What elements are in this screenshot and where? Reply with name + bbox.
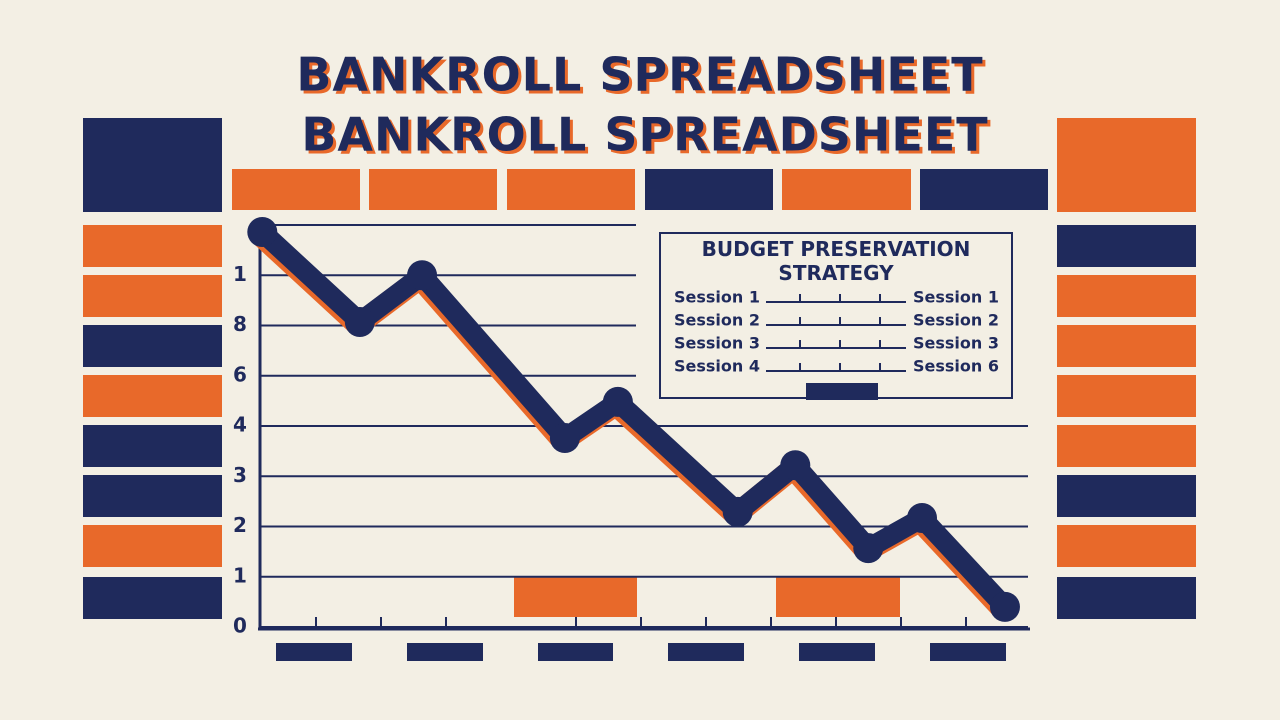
- legend-left: Session 3: [674, 334, 760, 353]
- plot: [247, 217, 1020, 622]
- legend-rows: Session 1 Session 1 Session 2 Session 2 Sess…: [674, 288, 999, 376]
- point: [407, 260, 438, 291]
- y-tick-label: 1: [233, 563, 247, 587]
- legend-right: Session 3: [913, 334, 999, 353]
- y-tick-label: 1: [233, 262, 247, 286]
- chart-subtitle: BANKROLL SPREADSHEET: [301, 108, 988, 162]
- point: [722, 496, 753, 527]
- legend-left: Session 4: [674, 357, 760, 376]
- y-tick-label: 2: [233, 513, 247, 537]
- y-tick-label: 4: [233, 413, 247, 437]
- y-tick-label: 3: [233, 463, 247, 487]
- legend-title-line: BUDGET PRESERVATION: [702, 237, 971, 261]
- legend-right: Session 2: [913, 311, 999, 330]
- legend-right: Session 6: [913, 357, 999, 376]
- y-tick-label: 0: [233, 614, 247, 638]
- legend-title: BUDGET PRESERVATION STRATEGY: [702, 237, 971, 285]
- chart-title: BANKROLL SPREADSHEET: [296, 48, 983, 102]
- line: [255, 224, 1013, 614]
- y-tick-label: 8: [233, 312, 247, 336]
- decor: [83, 118, 1196, 661]
- point: [989, 591, 1020, 622]
- point: [907, 502, 938, 533]
- point: [344, 306, 375, 337]
- legend-right: Session 1: [913, 288, 999, 307]
- point: [549, 423, 580, 454]
- legend-title-line: STRATEGY: [778, 261, 894, 285]
- legend-left: Session 2: [674, 311, 760, 330]
- point: [247, 217, 278, 248]
- point: [602, 386, 633, 417]
- point: [780, 450, 811, 481]
- y-tick-label: 6: [233, 362, 247, 386]
- point: [853, 533, 884, 564]
- legend-left: Session 1: [674, 288, 760, 307]
